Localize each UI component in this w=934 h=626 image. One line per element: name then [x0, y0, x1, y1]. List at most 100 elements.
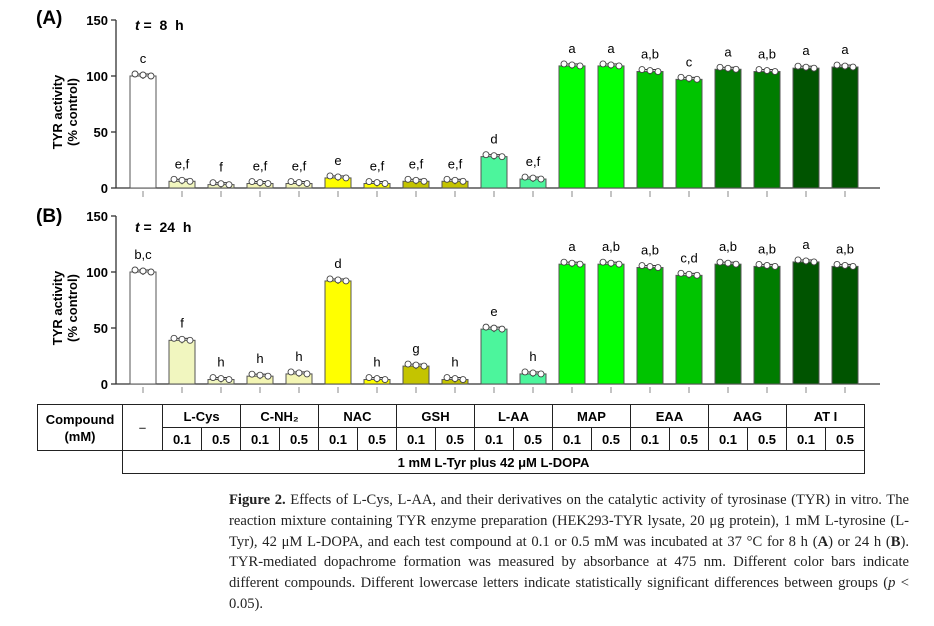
bar	[168, 339, 196, 385]
bar	[324, 280, 352, 385]
data-point	[615, 62, 623, 70]
data-point	[264, 180, 272, 187]
y-tick-label: 150	[86, 13, 108, 28]
significance-letter: d	[490, 132, 497, 147]
data-point	[342, 174, 350, 182]
concentration-cell: 0.1	[552, 427, 592, 451]
data-point	[490, 152, 498, 160]
significance-letter: c	[686, 54, 693, 69]
data-point	[459, 376, 467, 383]
data-point	[833, 260, 841, 268]
compound-name: GSH	[396, 404, 475, 428]
data-point	[248, 178, 256, 185]
y-axis-label: TYR activity(% control)	[50, 74, 80, 149]
y-axis-label-line2: (% control)	[65, 78, 80, 146]
concentration-cell: 0.1	[240, 427, 280, 451]
data-point	[295, 369, 303, 377]
significance-letter: h	[451, 355, 458, 370]
data-point	[248, 370, 256, 378]
data-point	[131, 70, 139, 78]
data-point	[498, 153, 506, 161]
data-point	[482, 151, 490, 159]
significance-letter: a,b	[641, 47, 659, 62]
bar	[792, 67, 820, 189]
significance-letter: e,f	[448, 156, 463, 171]
significance-letter: e,f	[526, 154, 541, 169]
significance-letter: h	[217, 355, 224, 370]
time-symbol: t	[135, 17, 140, 33]
data-point	[256, 371, 264, 379]
data-point	[451, 375, 459, 382]
compound-header-label: Compound	[45, 411, 115, 427]
data-point	[849, 262, 857, 270]
concentration-cell: 0.5	[201, 427, 241, 451]
data-point	[412, 361, 420, 369]
caption-text: ). TYR-mediated dopachrome formation was…	[229, 533, 909, 592]
significance-letter: a	[568, 239, 576, 254]
significance-letter: e,f	[175, 156, 190, 171]
compound-name: MAP	[552, 404, 631, 428]
panel-a-label: (A)	[36, 8, 63, 29]
significance-letter: e,f	[253, 159, 268, 174]
data-point	[295, 179, 303, 186]
data-point	[646, 67, 654, 74]
panel-b-label: (B)	[36, 206, 63, 227]
data-point	[373, 375, 381, 382]
y-tick-label: 100	[86, 265, 108, 280]
data-point	[771, 262, 779, 270]
bar	[636, 71, 664, 189]
data-point	[303, 180, 311, 187]
data-point	[560, 60, 568, 68]
substrate-footer: 1 mM L-Tyr plus 42 μM L-DOPA	[122, 450, 865, 474]
data-point	[615, 260, 623, 268]
data-point	[381, 376, 389, 383]
data-point	[186, 336, 194, 344]
compound-name: AAG	[708, 404, 787, 428]
y-tick-label: 50	[94, 321, 108, 336]
data-point	[451, 176, 459, 184]
figure-caption: Figure 2. Effects of L-Cys, L-AA, and th…	[229, 490, 909, 615]
data-point	[677, 269, 685, 277]
caption-text: < 0.05).	[229, 575, 909, 612]
data-point	[482, 323, 490, 331]
data-point	[599, 258, 607, 266]
significance-letter: d	[334, 256, 341, 271]
data-point	[576, 260, 584, 268]
bar	[714, 68, 742, 189]
bar	[129, 271, 157, 385]
data-point	[529, 369, 537, 377]
data-point	[217, 180, 225, 188]
data-point	[139, 71, 147, 79]
significance-letter: a,b	[758, 241, 776, 256]
empty-cell	[38, 451, 123, 474]
bar	[792, 261, 820, 385]
data-point	[755, 66, 763, 73]
data-point	[521, 173, 529, 181]
data-point	[732, 65, 740, 73]
data-point	[420, 362, 428, 370]
significance-letter: h	[373, 355, 380, 370]
significance-letter: c	[140, 51, 147, 66]
data-point	[178, 335, 186, 343]
concentration-cell: 0.5	[747, 427, 787, 451]
significance-letter: a	[568, 41, 576, 56]
data-point	[568, 61, 576, 69]
data-point	[147, 72, 155, 80]
y-tick-label: 150	[86, 209, 108, 224]
bar	[753, 265, 781, 385]
data-point	[654, 68, 662, 75]
data-point	[755, 260, 763, 268]
data-point	[412, 176, 420, 184]
significance-letter: f	[180, 315, 184, 330]
concentration-cell: 0.1	[708, 427, 748, 451]
data-point	[841, 62, 849, 70]
data-point	[732, 260, 740, 268]
data-point	[256, 179, 264, 186]
data-point	[716, 258, 724, 266]
data-point	[404, 175, 412, 183]
data-point	[810, 258, 818, 266]
y-tick-label: 0	[101, 377, 108, 392]
time-value: = 24 h	[139, 219, 192, 235]
data-point	[802, 257, 810, 265]
data-point	[326, 275, 334, 283]
